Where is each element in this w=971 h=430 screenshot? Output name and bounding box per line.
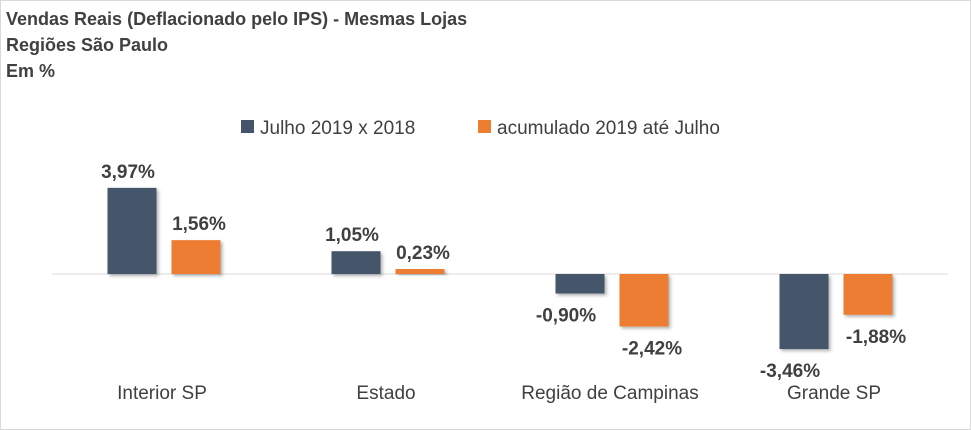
- bar-1-2[interactable]: [331, 251, 381, 274]
- category-label-3: Região de Campinas: [521, 383, 698, 404]
- legend: Julho 2019 x 2018 acumulado 2019 até Julh…: [241, 118, 720, 139]
- category-labels: Interior SP Estado Região de Campinas Grand…: [117, 383, 881, 404]
- category-label-1: Interior SP: [117, 383, 207, 404]
- value-label-1-2: 1,05%: [325, 225, 379, 246]
- chart-title: Vendas Reais (Deflacionado pelo IPS) - M…: [6, 9, 468, 29]
- bar-2-1[interactable]: [171, 240, 221, 274]
- bars: [107, 187, 893, 350]
- bar-1-3[interactable]: [555, 274, 605, 294]
- legend-label-1[interactable]: Julho 2019 x 2018: [260, 118, 415, 139]
- category-label-2: Estado: [356, 383, 415, 404]
- bar-2-3[interactable]: [619, 274, 669, 327]
- value-label-2-3: -2,42%: [622, 339, 682, 360]
- legend-swatch-2: [478, 120, 491, 133]
- bar-1-4[interactable]: [779, 274, 829, 350]
- value-label-2-2: 0,23%: [396, 243, 450, 264]
- category-label-4: Grande SP: [787, 383, 881, 404]
- value-label-2-1: 1,56%: [172, 214, 226, 235]
- value-label-2-4: -1,88%: [846, 327, 906, 348]
- unit-note: Em %: [6, 61, 56, 81]
- legend-label-2[interactable]: acumulado 2019 até Julho: [497, 118, 720, 139]
- legend-swatch-1: [241, 120, 254, 133]
- bar-1-1[interactable]: [107, 187, 157, 274]
- bar-2-4[interactable]: [843, 274, 893, 315]
- bar-2-2[interactable]: [395, 269, 445, 274]
- value-labels: 3,97% 1,56% 1,05% 0,23% -0,90% -2,42% -3,46% -1…: [101, 162, 906, 382]
- value-label-1-4: -3,46%: [760, 361, 820, 382]
- value-label-1-3: -0,90%: [536, 306, 596, 327]
- title-block: Vendas Reais (Deflacionado pelo IPS) - M…: [6, 6, 467, 84]
- value-label-1-1: 3,97%: [101, 162, 155, 183]
- chart-subtitle: Regiões São Paulo: [6, 35, 169, 55]
